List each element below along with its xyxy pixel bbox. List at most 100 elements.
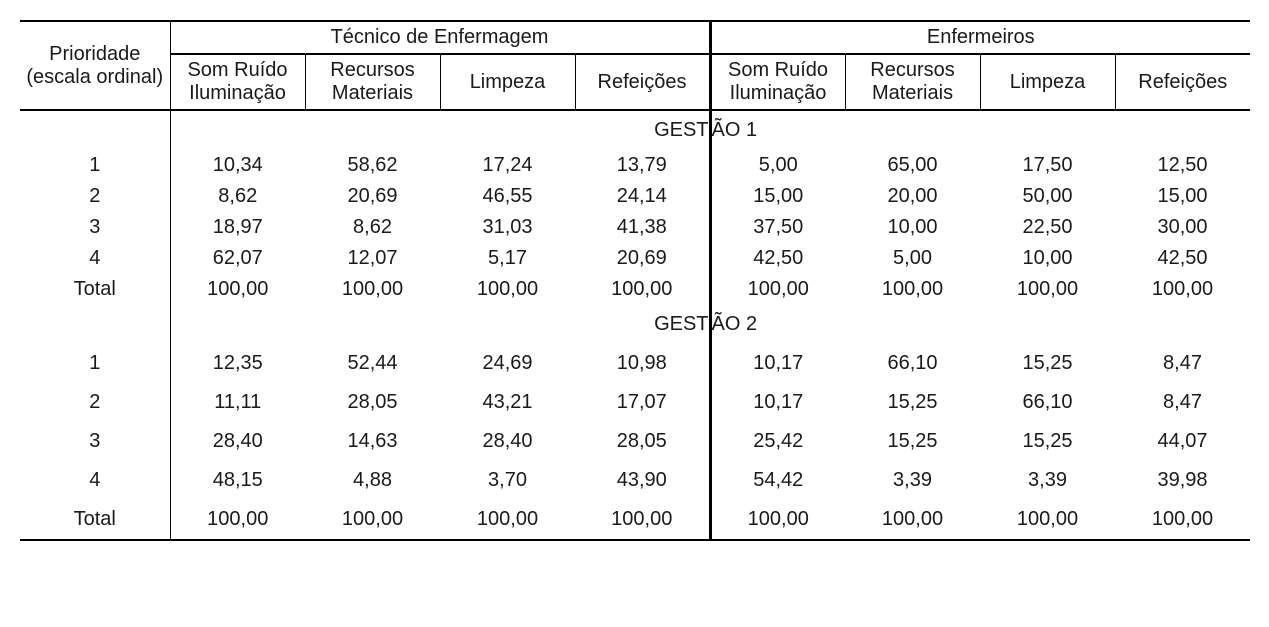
cell: 8,62 [305,212,440,243]
cell: 54,42 [710,461,845,500]
cell: 22,50 [980,212,1115,243]
cell: 43,21 [440,383,575,422]
header-row-groups: Prioridade (escala ordinal) Técnico de E… [20,21,1250,54]
cell: 52,44 [305,344,440,383]
cell: 5,17 [440,243,575,274]
cell: 100,00 [980,274,1115,305]
row-label: 4 [20,243,170,274]
header-recursos-2: Recursos Materiais [845,54,980,110]
cell: 100,00 [710,274,845,305]
cell: 28,05 [575,422,710,461]
cell: 11,11 [170,383,305,422]
cell: 17,24 [440,150,575,181]
cell: 10,98 [575,344,710,383]
header-priority: Prioridade (escala ordinal) [20,21,170,110]
section-gestao2: GEST ÃO 2 [20,305,1250,344]
cell: 10,17 [710,383,845,422]
cell: 43,90 [575,461,710,500]
cell: 30,00 [1115,212,1250,243]
header-recursos-1: Recursos Materiais [305,54,440,110]
section-gestao1: GEST ÃO 1 [20,110,1250,150]
cell: 62,07 [170,243,305,274]
header-limpeza-1: Limpeza [440,54,575,110]
cell: 15,25 [980,422,1115,461]
cell: 5,00 [710,150,845,181]
table-row: 4 48,15 4,88 3,70 43,90 54,42 3,39 3,39 … [20,461,1250,500]
cell: 15,25 [845,422,980,461]
cell: 31,03 [440,212,575,243]
cell: 5,00 [845,243,980,274]
header-som-1: Som Ruído Iluminação [170,54,305,110]
row-label: 1 [20,150,170,181]
cell: 20,69 [305,181,440,212]
cell: 10,34 [170,150,305,181]
cell: 3,39 [845,461,980,500]
row-label: 2 [20,181,170,212]
header-group-tecnico: Técnico de Enfermagem [170,21,710,54]
cell: 28,40 [170,422,305,461]
table-row-total: Total 100,00 100,00 100,00 100,00 100,00… [20,500,1250,540]
cell: 100,00 [305,274,440,305]
cell: 8,47 [1115,383,1250,422]
row-label: 3 [20,212,170,243]
cell: 17,50 [980,150,1115,181]
row-label: 2 [20,383,170,422]
cell: 58,62 [305,150,440,181]
cell: 15,25 [845,383,980,422]
table-row: 2 11,11 28,05 43,21 17,07 10,17 15,25 66… [20,383,1250,422]
header-refeicoes-1: Refeições [575,54,710,110]
section-label-gestao2-left: GEST [575,305,710,344]
cell: 12,07 [305,243,440,274]
cell: 100,00 [1115,500,1250,540]
cell: 100,00 [710,500,845,540]
row-label: 4 [20,461,170,500]
cell: 10,00 [980,243,1115,274]
cell: 10,00 [845,212,980,243]
table-row: 1 12,35 52,44 24,69 10,98 10,17 66,10 15… [20,344,1250,383]
cell: 37,50 [710,212,845,243]
row-label: 1 [20,344,170,383]
cell: 3,39 [980,461,1115,500]
cell: 20,00 [845,181,980,212]
cell: 20,69 [575,243,710,274]
cell: 14,63 [305,422,440,461]
cell: 15,00 [1115,181,1250,212]
cell: 100,00 [170,500,305,540]
row-label-total: Total [20,274,170,305]
cell: 10,17 [710,344,845,383]
cell: 100,00 [440,500,575,540]
cell: 15,00 [710,181,845,212]
cell: 24,14 [575,181,710,212]
table-row: 3 18,97 8,62 31,03 41,38 37,50 10,00 22,… [20,212,1250,243]
table-row: 4 62,07 12,07 5,17 20,69 42,50 5,00 10,0… [20,243,1250,274]
cell: 4,88 [305,461,440,500]
header-som-2: Som Ruído Iluminação [710,54,845,110]
cell: 50,00 [980,181,1115,212]
data-table: Prioridade (escala ordinal) Técnico de E… [20,20,1250,541]
cell: 65,00 [845,150,980,181]
cell: 100,00 [1115,274,1250,305]
cell: 100,00 [440,274,575,305]
header-limpeza-2: Limpeza [980,54,1115,110]
cell: 13,79 [575,150,710,181]
cell: 8,47 [1115,344,1250,383]
header-group-enfermeiros: Enfermeiros [710,21,1250,54]
cell: 46,55 [440,181,575,212]
table-row: 2 8,62 20,69 46,55 24,14 15,00 20,00 50,… [20,181,1250,212]
cell: 15,25 [980,344,1115,383]
cell: 39,98 [1115,461,1250,500]
header-row-cols: Som Ruído Iluminação Recursos Materiais … [20,54,1250,110]
cell: 100,00 [575,500,710,540]
cell: 100,00 [305,500,440,540]
cell: 100,00 [845,500,980,540]
cell: 100,00 [845,274,980,305]
cell: 66,10 [845,344,980,383]
cell: 18,97 [170,212,305,243]
cell: 12,50 [1115,150,1250,181]
cell: 66,10 [980,383,1115,422]
cell: 28,05 [305,383,440,422]
cell: 100,00 [980,500,1115,540]
section-label-gestao1-left: GEST [575,110,710,150]
table-row-total: Total 100,00 100,00 100,00 100,00 100,00… [20,274,1250,305]
cell: 44,07 [1115,422,1250,461]
